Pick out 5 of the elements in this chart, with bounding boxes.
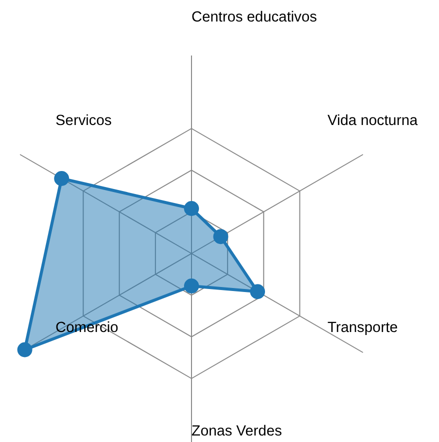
spoke-label: Transporte [327,320,398,336]
spoke-label: Zonas Verdes [192,424,282,440]
spoke-label: Vida nocturna [327,113,418,129]
spoke-label: Servicos [56,113,112,129]
spoke-label: Centros educativos [192,10,317,26]
